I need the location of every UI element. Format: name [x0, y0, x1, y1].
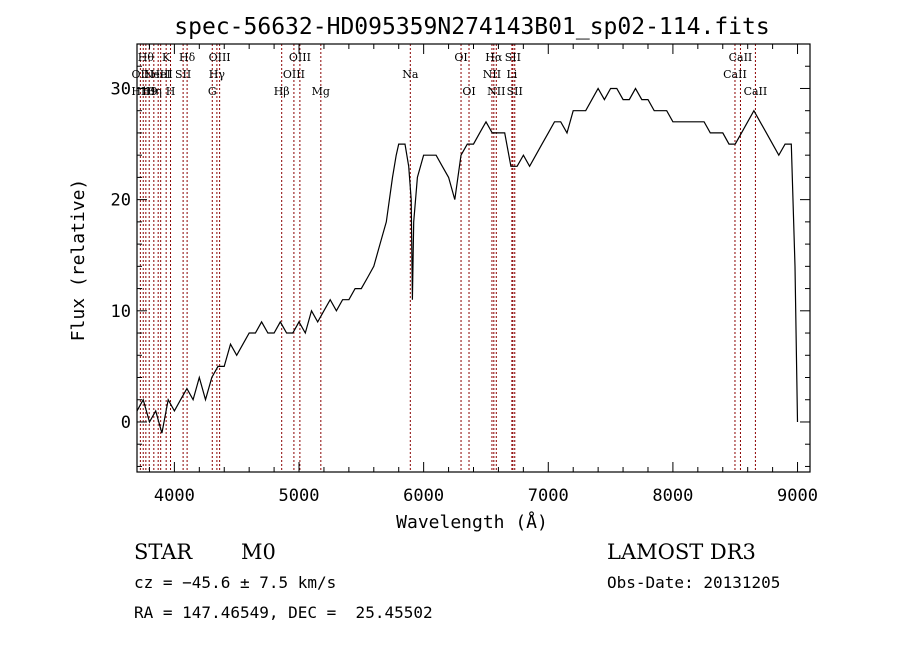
- spectral-line-label: H: [166, 85, 176, 98]
- spectral-line-label: CaII: [729, 51, 753, 64]
- chart-title: spec-56632-HD095359N274143B01_sp02-114.f…: [174, 14, 769, 40]
- y-tick-label: 20: [111, 191, 131, 211]
- x-tick-label: 8000: [652, 486, 693, 506]
- spectral-line-label: OIII: [289, 51, 311, 64]
- spectral-line-label: OII: [132, 68, 150, 81]
- spectral-line-markers: [139, 44, 756, 472]
- spectral-line-label: Li: [506, 68, 517, 81]
- spectral-line-label: SII: [505, 51, 521, 64]
- x-tick-label: 4000: [154, 486, 195, 506]
- x-tick-label: 7000: [528, 486, 569, 506]
- spectral-line-label: Hγ: [209, 68, 226, 81]
- y-tick-label: 10: [111, 302, 131, 322]
- x-tick-label: 5000: [279, 486, 320, 506]
- y-axis-label: Flux (relative): [68, 179, 89, 342]
- spectral-line-labels: OIIH10HθH9HηNeIIIHeIKHSIIHδGHγOIIIHβOIII…: [131, 51, 767, 98]
- spectral-line-label: OI: [462, 85, 475, 98]
- spectral-line-label: Hβ: [274, 85, 290, 98]
- x-tick-label: 9000: [777, 486, 818, 506]
- spectral-line-label: K: [162, 51, 171, 64]
- spectral-line-label: Na: [402, 68, 419, 81]
- survey-name: LAMOST DR3: [607, 540, 756, 564]
- object-class: STAR: [134, 540, 193, 564]
- spectral-line-label: NII: [483, 68, 501, 81]
- x-tick-label: 6000: [403, 486, 444, 506]
- spectral-line-label: OI: [454, 51, 467, 64]
- spectral-line-label: OIII: [283, 68, 305, 81]
- spectral-line-label: SII: [175, 68, 191, 81]
- spectral-line-label: HeI: [150, 68, 170, 81]
- plot-frame: [136, 43, 811, 473]
- spectral-line-label: Hα: [485, 51, 503, 64]
- spectral-line-label: NII: [487, 85, 505, 98]
- spectral-line-label: Hθ: [138, 51, 155, 64]
- spectral-line-label: OIII: [209, 51, 231, 64]
- spectral-line-label: NeIII: [144, 68, 173, 81]
- y-tick-label: 30: [111, 79, 131, 99]
- spectral-line-label: CaII: [744, 85, 768, 98]
- observation-date: Obs-Date: 20131205: [607, 573, 781, 592]
- spectral-line-label: SII: [507, 85, 523, 98]
- spectrum-line: [136, 87, 799, 434]
- spectral-line-label: Mg: [312, 85, 330, 98]
- coordinates-readout: RA = 147.46549, DEC = 25.45502: [134, 603, 433, 622]
- spectral-line-label: Hδ: [179, 51, 196, 64]
- spectral-line-label: Hη: [146, 85, 162, 98]
- object-subclass: M0: [241, 540, 276, 564]
- spectral-line-label: G: [208, 85, 217, 98]
- x-axis-label: Wavelength (Å): [396, 511, 548, 533]
- spectral-line-label: CaII: [723, 68, 747, 81]
- y-tick-label: 0: [121, 413, 131, 433]
- redshift-readout: cz = −45.6 ± 7.5 km/s: [134, 573, 337, 592]
